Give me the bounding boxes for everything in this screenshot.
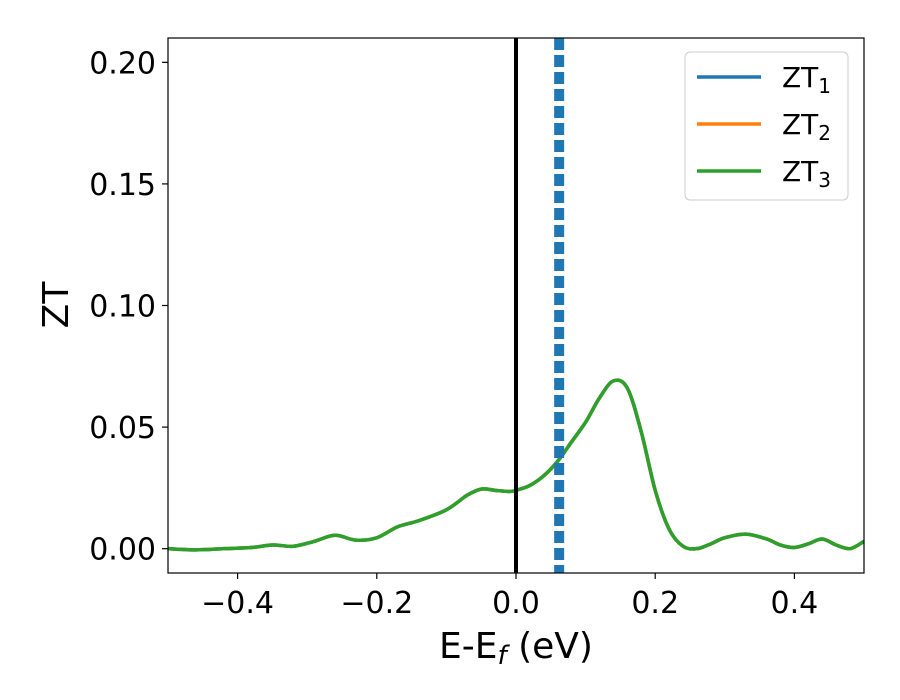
x-axis-label-main: E-E xyxy=(439,626,497,667)
y-tick-label: 0.10 xyxy=(89,290,156,325)
plot-area xyxy=(168,38,864,573)
y-tick-label: 0.15 xyxy=(89,168,156,203)
y-tick-label: 0.20 xyxy=(89,46,156,81)
x-tick-label: −0.2 xyxy=(340,586,413,621)
x-tick-label: −0.4 xyxy=(201,586,274,621)
y-tick-label: 0.00 xyxy=(89,533,156,568)
legend-label-3: ZT3 xyxy=(782,155,831,192)
series-line-3 xyxy=(168,378,864,552)
x-tick-label: 0.0 xyxy=(492,586,540,621)
x-axis-label: E-Ef (eV) xyxy=(439,626,593,671)
legend: ZT1 ZT2 ZT3 xyxy=(684,51,849,201)
axis-ticks: −0.4 −0.2 0.0 0.2 0.4 0.00 0.05 0.10 0.15 0.20 xyxy=(89,46,818,621)
legend-label-2: ZT2 xyxy=(782,108,831,145)
y-axis-label: ZT xyxy=(36,281,77,329)
x-tick-label: 0.2 xyxy=(631,586,679,621)
legend-label-1: ZT1 xyxy=(782,61,831,98)
x-tick-label: 0.4 xyxy=(771,586,819,621)
x-axis-label-unit: (eV) xyxy=(507,626,593,667)
legend-box xyxy=(684,51,849,201)
y-tick-label: 0.05 xyxy=(89,411,156,446)
